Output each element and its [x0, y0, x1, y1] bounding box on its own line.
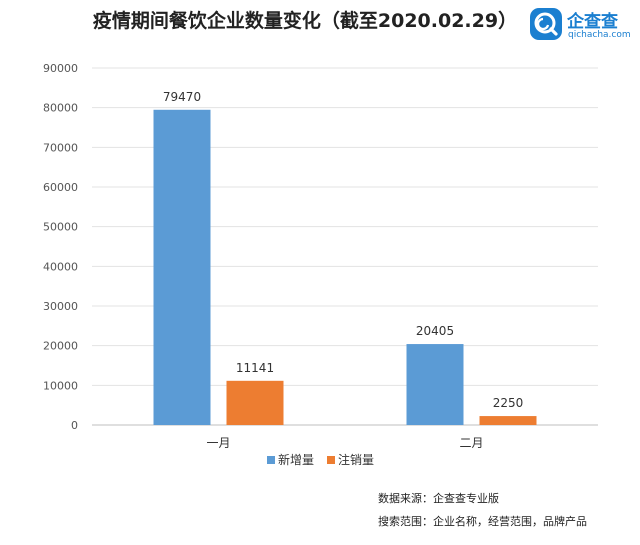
search-logo-icon [530, 8, 562, 40]
data-label: 79470 [163, 90, 201, 104]
bar [406, 344, 464, 425]
data-label: 20405 [416, 324, 454, 338]
y-tick-label: 50000 [43, 221, 78, 234]
legend-swatch [267, 456, 275, 464]
legend-swatch [327, 456, 335, 464]
data-source: 数据来源：企查查专业版 [378, 492, 499, 505]
data-label: 2250 [493, 396, 524, 410]
search-scope: 搜索范围：企业名称，经营范围，品牌产品 [378, 515, 587, 528]
bars [153, 109, 537, 426]
data-label: 11141 [236, 361, 274, 375]
y-tick-label: 30000 [43, 300, 78, 313]
bar [479, 416, 537, 425]
brand-url: qichacha.com [568, 30, 631, 40]
x-tick-label: 二月 [459, 436, 483, 450]
brand-name: 企查查 [567, 12, 618, 32]
legend: 新增量 注销量 [267, 452, 374, 467]
y-tick-label: 0 [71, 419, 78, 432]
x-tick-label: 一月 [206, 436, 230, 450]
footer-notes: 数据来源：企查查专业版 搜索范围：企业名称，经营范围，品牌产品 [378, 490, 587, 536]
y-axis: 0 10000 20000 30000 40000 50000 60000 70000 8000… [43, 62, 78, 432]
page-title: 疫情期间餐饮企业数量变化（截至2020.02.29） [92, 10, 518, 32]
y-tick-label: 60000 [43, 181, 78, 194]
y-tick-label: 70000 [43, 141, 78, 154]
brand-logo: 企查查 qichacha.com [530, 6, 638, 46]
y-tick-label: 90000 [43, 62, 78, 75]
x-axis: 一月 二月 [206, 436, 483, 450]
y-tick-label: 80000 [43, 102, 78, 115]
legend-label: 注销量 [338, 452, 374, 467]
y-tick-label: 20000 [43, 340, 78, 353]
legend-label: 新增量 [278, 452, 314, 467]
bar [226, 380, 284, 425]
y-tick-label: 10000 [43, 379, 78, 392]
bar [153, 109, 211, 426]
data-labels: 79470 11141 20405 2250 [163, 90, 523, 410]
y-tick-label: 40000 [43, 260, 78, 273]
